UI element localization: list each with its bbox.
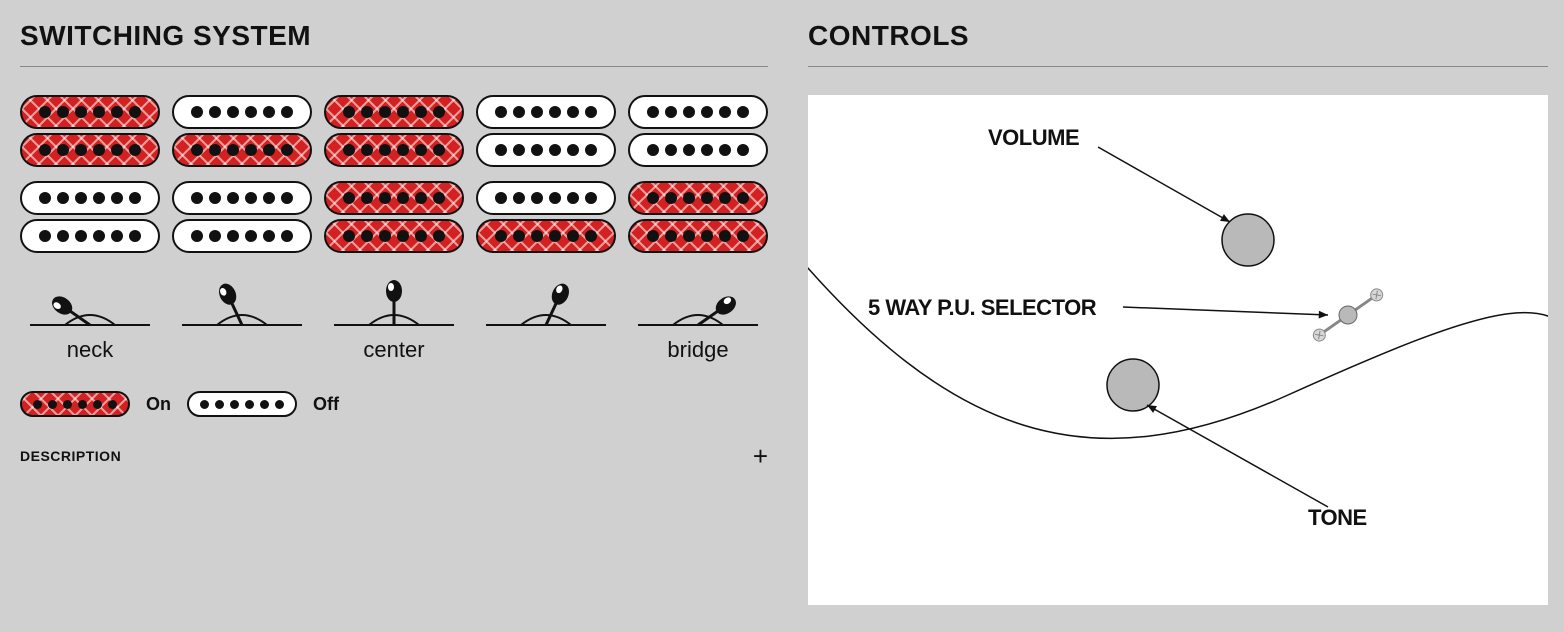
bridge-humbucker-pos4 (476, 181, 616, 253)
coil-off (628, 133, 768, 167)
legend-coil-on (20, 391, 130, 417)
switching-grid (20, 95, 768, 253)
legend-off-label: Off (313, 394, 339, 415)
divider (20, 66, 768, 67)
switch-pos4 (476, 275, 616, 363)
neck-humbucker-pos5 (628, 95, 768, 167)
tone-label: TONE (1308, 505, 1367, 531)
coil-on (324, 181, 464, 215)
switch-pos2 (172, 275, 312, 363)
coil-off (172, 95, 312, 129)
coil-on (324, 95, 464, 129)
switch-pos5: bridge (628, 275, 768, 363)
neck-humbucker-pos4 (476, 95, 616, 167)
switch-label: center (363, 337, 424, 363)
coil-off (172, 181, 312, 215)
coil-on (324, 219, 464, 253)
description-row[interactable]: DESCRIPTION + (20, 443, 768, 469)
coil-off (172, 219, 312, 253)
neck-humbucker-pos3 (324, 95, 464, 167)
bridge-humbucker-pos2 (172, 181, 312, 253)
switching-system-panel: SWITCHING SYSTEM neck center bridge On Off… (20, 20, 768, 605)
switch-pos3: center (324, 275, 464, 363)
controls-diagram: VOLUME 5 WAY P.U. SELECTOR TONE (808, 95, 1548, 605)
neck-humbucker-pos1 (20, 95, 160, 167)
legend-coil-off (187, 391, 297, 417)
coil-off (20, 219, 160, 253)
controls-title: CONTROLS (808, 20, 1548, 52)
controls-panel: CONTROLS VOLUME 5 WAY P.U. SELECTOR TONE (808, 20, 1548, 605)
coil-on (324, 133, 464, 167)
switching-title: SWITCHING SYSTEM (20, 20, 768, 52)
coil-on (20, 133, 160, 167)
legend: On Off (20, 391, 768, 417)
switch-lever-row: neck center bridge (20, 275, 768, 363)
switch-label: neck (67, 337, 113, 363)
divider (808, 66, 1548, 67)
bridge-humbucker-pos3 (324, 181, 464, 253)
bridge-humbucker-pos1 (20, 181, 160, 253)
neck-humbucker-pos2 (172, 95, 312, 167)
coil-off (20, 181, 160, 215)
coil-on (628, 219, 768, 253)
switch-pos1: neck (20, 275, 160, 363)
coil-off (476, 181, 616, 215)
coil-on (628, 181, 768, 215)
bridge-humbucker-pos5 (628, 181, 768, 253)
controls-svg (808, 95, 1548, 605)
volume-label: VOLUME (988, 125, 1079, 151)
coil-off (476, 95, 616, 129)
description-label: DESCRIPTION (20, 448, 121, 464)
coil-on (20, 95, 160, 129)
switch-label: bridge (667, 337, 728, 363)
expand-icon[interactable]: + (753, 443, 768, 469)
coil-off (476, 133, 616, 167)
coil-on (172, 133, 312, 167)
selector-label: 5 WAY P.U. SELECTOR (868, 295, 1096, 321)
coil-on (476, 219, 616, 253)
coil-off (628, 95, 768, 129)
legend-on-label: On (146, 394, 171, 415)
